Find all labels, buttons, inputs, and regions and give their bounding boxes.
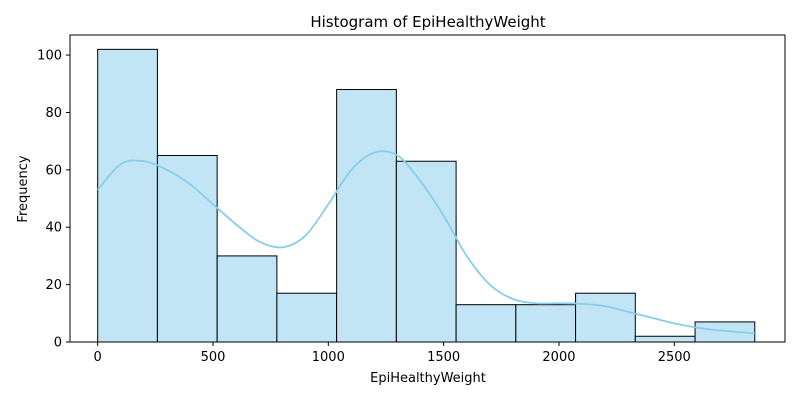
x-axis-label: EpiHealthyWeight xyxy=(370,371,486,386)
x-tick-label: 2500 xyxy=(658,350,691,365)
y-tick-label: 0 xyxy=(54,336,62,351)
x-tick-label: 1500 xyxy=(427,350,460,365)
kde-line xyxy=(96,150,755,335)
x-tick-label: 500 xyxy=(201,350,226,365)
histogram-bar-0 xyxy=(97,48,158,343)
plot-frame xyxy=(69,34,786,343)
histogram-bar-2 xyxy=(216,255,278,343)
histogram-bar-6 xyxy=(455,304,517,343)
histogram-bar-1 xyxy=(156,155,218,343)
y-tick-label: 20 xyxy=(45,278,62,293)
histogram-bar-8 xyxy=(575,292,636,343)
x-tick-label: 1000 xyxy=(312,350,345,365)
x-tick-label: 2000 xyxy=(542,350,575,365)
y-tick-label: 40 xyxy=(45,221,62,236)
x-tick-label: 0 xyxy=(94,350,102,365)
y-tick-label: 80 xyxy=(45,106,62,121)
chart-title: Histogram of EpiHealthyWeight xyxy=(310,13,545,31)
axes: 0 500 1000 1500 2000 2500 0 20 40 60 80 100 xyxy=(37,34,786,365)
histogram-bar-3 xyxy=(276,292,338,343)
y-axis-label: Frequency xyxy=(16,155,31,222)
histogram-bar-4 xyxy=(336,89,397,343)
y-tick-label: 60 xyxy=(45,163,62,178)
kde-curve-group xyxy=(96,150,755,335)
histogram-bars xyxy=(97,48,756,343)
histogram-bar-5 xyxy=(395,160,457,343)
histogram-bar-7 xyxy=(515,304,577,343)
y-tick-label: 100 xyxy=(37,49,62,64)
histogram-bar-9 xyxy=(634,335,696,343)
